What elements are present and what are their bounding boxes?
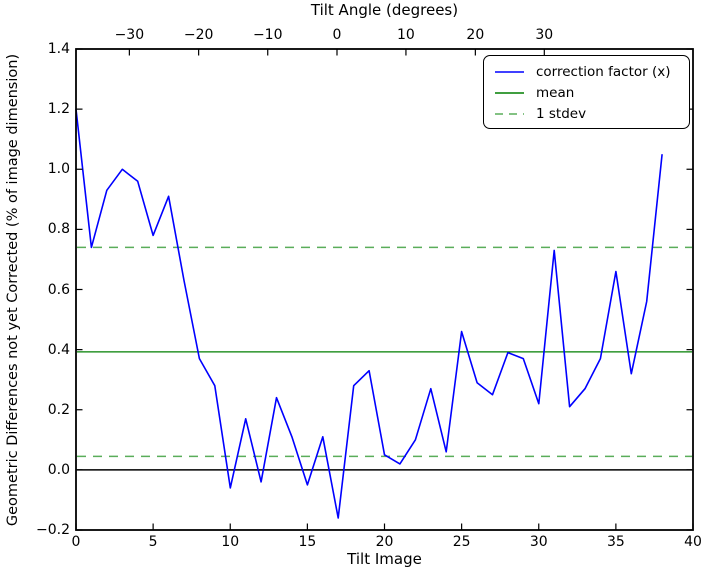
top-x-tick-label: 20 xyxy=(466,27,485,43)
y-tick-label: 1.0 xyxy=(47,161,70,178)
legend-label: mean xyxy=(536,84,575,101)
top-x-tick-label: 10 xyxy=(397,27,415,43)
x-axis-title: Tilt Image xyxy=(347,550,422,568)
y-tick-label: 0.8 xyxy=(47,221,70,238)
legend-line-sample-dashed-green xyxy=(495,112,524,115)
legend-item-mean: mean xyxy=(494,82,689,103)
x-tick-label: 25 xyxy=(452,534,471,550)
top-x-tick-label: −30 xyxy=(114,27,145,43)
x-tick-label: 30 xyxy=(529,534,548,550)
legend-line-sample-solid-green xyxy=(495,91,524,94)
y-tick-label: 1.2 xyxy=(47,101,70,118)
y-tick-label: 0.2 xyxy=(47,401,70,418)
y-tick-label: 1.4 xyxy=(47,41,70,57)
legend-item-correction-factor: correction factor (x) xyxy=(494,61,689,82)
y-tick-label: 0.4 xyxy=(47,341,70,358)
y-axis-title: Geometric Differences not yet Corrected … xyxy=(5,53,21,527)
y-tick-label: −0.2 xyxy=(36,522,70,538)
series-line xyxy=(75,109,663,519)
x-tick-label: 20 xyxy=(375,534,394,550)
x-tick-label: 10 xyxy=(221,534,240,550)
legend-label: 1 stdev xyxy=(536,105,587,122)
top-x-tick-label: 0 xyxy=(332,27,342,43)
legend: correction factor (x) mean 1 stdev xyxy=(483,55,690,129)
legend-item-stdev: 1 stdev xyxy=(494,103,689,124)
x-tick-label: 35 xyxy=(606,534,625,550)
top-x-tick-label: −10 xyxy=(252,27,283,43)
y-tick-label: 0.0 xyxy=(47,461,70,478)
legend-label: correction factor (x) xyxy=(536,63,671,80)
y-tick-label: 0.6 xyxy=(47,281,70,298)
legend-line-sample-solid-blue xyxy=(495,70,524,73)
top-x-tick-label: 30 xyxy=(535,27,554,43)
top-x-axis-title: Tilt Angle (degrees) xyxy=(310,1,459,19)
top-x-tick-label: −20 xyxy=(183,27,214,43)
x-tick-label: 5 xyxy=(148,534,158,550)
x-tick-label: 40 xyxy=(684,534,702,550)
x-tick-label: 15 xyxy=(298,534,317,550)
x-tick-label: 0 xyxy=(71,534,81,550)
